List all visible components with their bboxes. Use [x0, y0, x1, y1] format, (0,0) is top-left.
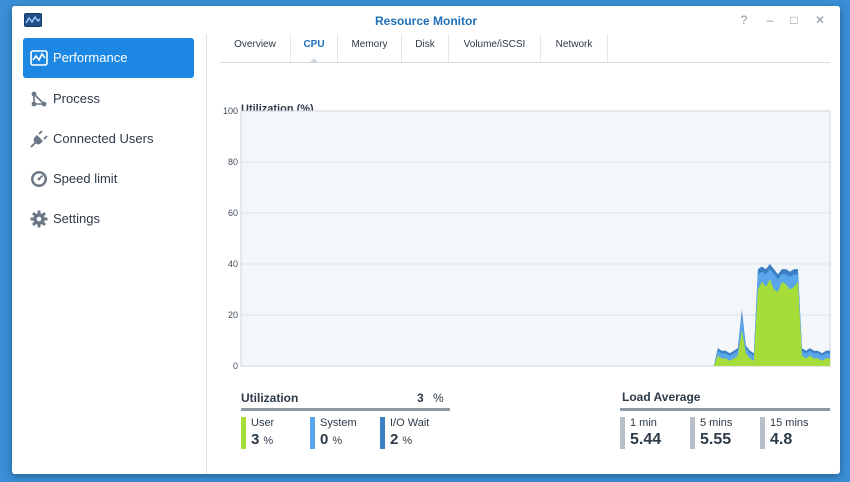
user-unit: %: [263, 435, 274, 447]
sidebar-item-label: Speed limit: [53, 171, 118, 186]
speedometer-icon: [31, 171, 47, 187]
sidebar-item-process[interactable]: Process: [23, 79, 194, 119]
tab-cpu[interactable]: CPU: [291, 34, 338, 63]
tab-bar: Overview CPU Memory Disk Volume/iSCSI Ne…: [220, 34, 830, 63]
load-1min-bar: [620, 417, 625, 449]
system-unit: %: [332, 435, 343, 447]
sidebar-item-label: Connected Users: [53, 131, 154, 146]
sidebar-item-label: Process: [53, 91, 100, 106]
tab-label: Network: [555, 39, 593, 50]
sidebar-item-connected-users[interactable]: Connected Users: [23, 119, 194, 159]
tab-label: Disk: [415, 39, 435, 50]
user-color-bar: [241, 417, 246, 449]
chart-plot-area: [240, 110, 831, 367]
performance-icon: [30, 50, 48, 66]
plug-icon: [30, 130, 48, 148]
process-icon: [31, 91, 47, 107]
main-panel: Overview CPU Memory Disk Volume/iSCSI Ne…: [207, 34, 840, 474]
tab-label: CPU: [303, 39, 325, 50]
sidebar-item-speed-limit[interactable]: Speed limit: [23, 159, 194, 199]
cpu-utilization-chart: 100 80 60 40 20 0: [223, 106, 831, 371]
metric-value: 0%: [320, 431, 342, 448]
tab-volume-iscsi[interactable]: Volume/iSCSI: [449, 34, 541, 62]
utilization-total-value: 3: [417, 391, 424, 405]
load-average-divider: [620, 408, 830, 411]
utilization-total-unit: %: [433, 391, 444, 405]
tab-label: Memory: [351, 39, 388, 50]
tab-label: Volume/iSCSI: [463, 39, 526, 50]
system-color-bar: [310, 417, 315, 449]
y-tick-label: 60: [228, 208, 238, 218]
sidebar-item-label: Performance: [53, 50, 128, 65]
load-5mins-bar: [690, 417, 695, 449]
sidebar-item-settings[interactable]: Settings: [23, 199, 194, 239]
tab-memory[interactable]: Memory: [338, 34, 402, 62]
series-area-user: [241, 279, 830, 366]
help-icon[interactable]: ?: [740, 13, 748, 27]
metric-label: I/O Wait: [390, 417, 430, 429]
chart-series-areas: [241, 264, 830, 366]
tab-overview[interactable]: Overview: [220, 34, 291, 62]
system-value: 0: [320, 431, 329, 448]
io-wait-value: 2: [390, 431, 399, 448]
metric-value: 5.44: [630, 431, 662, 448]
resource-monitor-app-icon: [24, 13, 42, 27]
chart-y-axis: 100 80 60 40 20 0: [223, 106, 238, 371]
close-icon[interactable]: ✕: [814, 13, 826, 27]
sidebar-item-label: Settings: [53, 211, 100, 226]
metric-label: 1 min: [630, 417, 657, 429]
metric-value: 2%: [390, 431, 412, 448]
metric-value: 3%: [251, 431, 273, 448]
minimize-icon[interactable]: –: [766, 13, 774, 27]
tab-disk[interactable]: Disk: [402, 34, 449, 62]
io-wait-color-bar: [380, 417, 385, 449]
sidebar-item-performance[interactable]: Performance: [23, 38, 194, 78]
metric-label: User: [251, 417, 275, 429]
window-title: Resource Monitor: [374, 14, 477, 28]
y-tick-label: 80: [228, 157, 238, 167]
maximize-icon[interactable]: □: [790, 13, 798, 27]
user-value: 3: [251, 431, 260, 448]
y-tick-label: 0: [233, 361, 238, 371]
resource-monitor-window: Resource Monitor ? – □ ✕ Performance Pro…: [12, 6, 840, 474]
y-tick-label: 100: [223, 106, 238, 116]
load-average-heading: Load Average: [622, 390, 701, 404]
chart-grid: [241, 161, 830, 316]
load-15mins-bar: [760, 417, 765, 449]
utilization-total: 3 %: [417, 391, 444, 405]
metric-label: System: [320, 417, 357, 429]
active-tab-indicator: [309, 58, 319, 63]
metric-label: 5 mins: [700, 417, 733, 429]
metric-value: 5.55: [700, 431, 732, 448]
tab-network[interactable]: Network: [541, 34, 608, 62]
utilization-heading: Utilization: [241, 391, 299, 405]
tab-label: Overview: [234, 39, 276, 50]
metric-value: 4.8: [770, 431, 793, 448]
utilization-divider: [241, 408, 450, 411]
io-wait-unit: %: [402, 435, 413, 447]
y-tick-label: 20: [228, 310, 238, 320]
metric-label: 15 mins: [770, 417, 809, 429]
sidebar: Performance Process Connected Users: [12, 34, 207, 474]
gear-icon: [30, 210, 48, 228]
title-bar[interactable]: Resource Monitor ? – □ ✕: [12, 6, 840, 34]
y-tick-label: 40: [228, 259, 238, 269]
